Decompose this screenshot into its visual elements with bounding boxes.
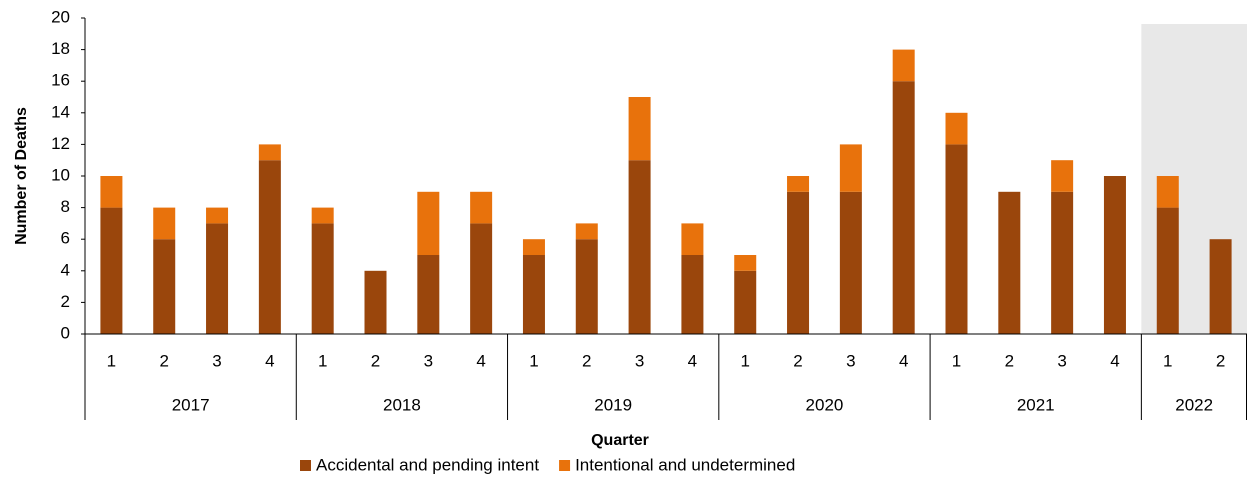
x-tick-label: 2	[371, 351, 380, 370]
y-tick-label: 14	[51, 102, 70, 121]
bar-segment	[206, 207, 229, 224]
y-tick-label: 16	[51, 71, 70, 90]
group-label: 2022	[1175, 395, 1213, 414]
bar-segment	[364, 270, 387, 334]
bar-segment	[1209, 239, 1232, 334]
x-tick-label: 1	[318, 351, 327, 370]
bar-segment	[311, 207, 334, 224]
bar-segment	[575, 239, 598, 334]
x-tick-label: 1	[1163, 351, 1172, 370]
y-tick-label: 20	[51, 7, 70, 26]
bar-segment	[153, 207, 176, 240]
y-axis-label: Number of Deaths	[13, 107, 30, 245]
x-tick-label: 2	[159, 351, 168, 370]
x-tick-label: 4	[899, 351, 908, 370]
bar-segment	[628, 160, 651, 334]
bar-segment	[100, 176, 123, 208]
x-tick-label: 1	[740, 351, 749, 370]
bar-segment	[522, 255, 545, 334]
legend-swatch	[559, 460, 571, 471]
x-tick-label: 2	[1005, 351, 1014, 370]
bar-segment	[681, 255, 704, 334]
group-label: 2020	[806, 395, 844, 414]
bar-segment	[1103, 176, 1126, 334]
bar-segment	[787, 191, 810, 334]
legend-label: Intentional and undetermined	[575, 455, 795, 474]
bar-segment	[945, 112, 968, 145]
x-tick-label: 4	[265, 351, 274, 370]
bar-segment	[522, 239, 545, 255]
legend-swatch	[300, 460, 311, 471]
y-tick-label: 0	[61, 323, 70, 342]
bar-segment	[100, 207, 123, 334]
x-tick-label: 2	[582, 351, 591, 370]
y-tick-label: 6	[61, 229, 70, 248]
x-tick-label: 3	[635, 351, 644, 370]
bar-segment	[470, 223, 493, 334]
bar-segment	[1051, 160, 1074, 192]
bar-segment	[892, 49, 915, 82]
bar-segment	[945, 144, 968, 334]
bar-segment	[787, 176, 810, 192]
bar-segment	[311, 223, 334, 334]
bar-segment	[417, 255, 440, 334]
x-tick-label: 3	[846, 351, 855, 370]
bar-segment	[628, 97, 651, 161]
bar-segment	[153, 239, 176, 334]
bar-segment	[1156, 207, 1179, 334]
bar-segment	[1156, 176, 1179, 208]
bar-segment	[258, 160, 281, 334]
x-tick-label: 2	[793, 351, 802, 370]
x-tick-label: 3	[424, 351, 433, 370]
bar-segment	[998, 191, 1021, 334]
x-axis-label: Quarter	[591, 432, 649, 449]
group-label: 2021	[1017, 395, 1055, 414]
bar-segment	[839, 191, 862, 334]
group-label: 2017	[172, 395, 210, 414]
x-tick-label: 2	[1216, 351, 1225, 370]
group-label: 2019	[594, 395, 632, 414]
bar-segment	[470, 191, 493, 224]
x-tick-label: 1	[107, 351, 116, 370]
group-label: 2018	[383, 395, 421, 414]
bar-segment	[681, 223, 704, 255]
y-tick-label: 18	[51, 39, 70, 58]
x-tick-label: 4	[688, 351, 697, 370]
y-tick-label: 2	[61, 292, 70, 311]
bar-segment	[258, 144, 281, 161]
y-tick-label: 4	[61, 260, 70, 279]
bar-segment	[734, 270, 757, 334]
y-tick-label: 12	[51, 134, 70, 153]
x-tick-label: 1	[952, 351, 961, 370]
y-tick-label: 10	[51, 165, 70, 184]
bar-segment	[892, 81, 915, 334]
bar-segment	[417, 191, 440, 255]
bar-segment	[1051, 191, 1074, 334]
y-tick-label: 8	[61, 197, 70, 216]
x-tick-label: 4	[476, 351, 485, 370]
legend-label: Accidental and pending intent	[316, 455, 539, 474]
bar-segment	[734, 255, 757, 271]
bar-segment	[575, 223, 598, 240]
bar-segment	[206, 223, 229, 334]
x-tick-label: 3	[212, 351, 221, 370]
x-tick-label: 4	[1110, 351, 1119, 370]
x-tick-label: 1	[529, 351, 538, 370]
x-tick-label: 3	[1057, 351, 1066, 370]
bar-segment	[839, 144, 862, 192]
